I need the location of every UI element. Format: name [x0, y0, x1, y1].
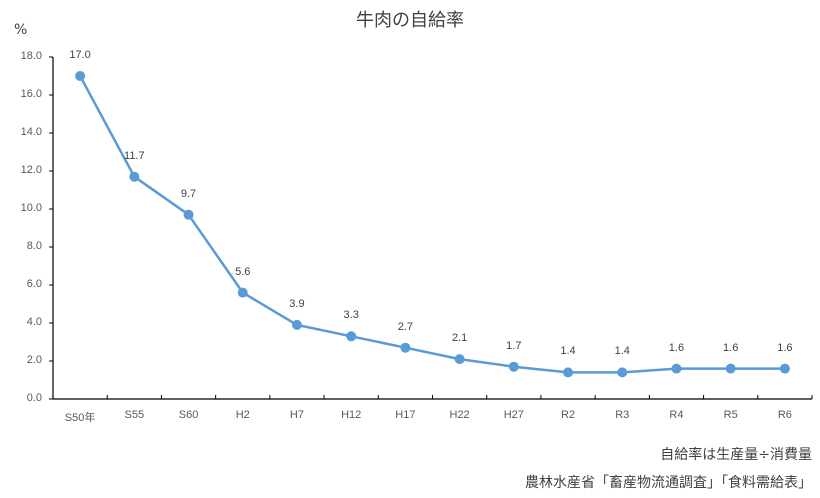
- data-label: 17.0: [69, 49, 91, 61]
- data-point-marker: [508, 361, 519, 372]
- series-line: [79, 75, 785, 374]
- y-tick-label: 8.0: [26, 240, 42, 252]
- y-tick-label: 4.0: [26, 316, 42, 328]
- y-tick-label: 12.0: [20, 164, 42, 176]
- x-tick-label: R3: [615, 409, 630, 421]
- y-tick-label: 16.0: [20, 88, 42, 100]
- y-axis-unit: %: [14, 22, 28, 38]
- data-point-marker: [725, 363, 736, 374]
- data-point-marker: [779, 363, 790, 374]
- data-point-marker: [454, 354, 465, 365]
- data-label: 11.7: [124, 149, 145, 162]
- x-tick-label: H17: [395, 409, 416, 421]
- x-tick-label: R2: [561, 409, 576, 421]
- data-point-marker: [671, 363, 682, 374]
- data-point-marker: [75, 71, 86, 81]
- x-tick-label: S60: [178, 409, 199, 421]
- data-point-marker: [183, 209, 194, 220]
- x-tick-label: H27: [503, 409, 524, 421]
- data-point-marker: [346, 331, 357, 342]
- formula-note: 自給率は生産量÷消費量: [660, 447, 812, 463]
- data-label: 3.9: [289, 297, 305, 310]
- data-label: 1.4: [614, 345, 630, 358]
- x-tick-label: R4: [669, 409, 684, 421]
- data-label: 1.7: [506, 339, 522, 352]
- y-tick-label: 14.0: [20, 126, 42, 138]
- data-label: 1.4: [560, 345, 576, 358]
- data-point-marker: [563, 367, 574, 378]
- x-tick-label: R6: [777, 409, 792, 421]
- y-tick-label: 10.0: [20, 202, 42, 214]
- data-point-marker: [129, 171, 140, 182]
- x-tick-label: S50年: [64, 412, 96, 424]
- x-tick-label: H7: [289, 409, 304, 421]
- x-tick-label: H2: [235, 409, 250, 421]
- x-tick-label: H12: [341, 409, 362, 421]
- data-label: 2.1: [451, 332, 468, 345]
- data-label: 1.6: [668, 341, 685, 354]
- data-series-line: [79, 75, 785, 374]
- x-tick-label: H22: [449, 409, 470, 421]
- data-label: 5.6: [235, 265, 251, 278]
- data-point-marker: [291, 319, 302, 330]
- data-point-marker: [237, 287, 248, 298]
- chart-title: 牛肉の自給率: [356, 10, 464, 31]
- y-tick-label: 0.0: [26, 392, 42, 404]
- data-point-marker: [400, 342, 411, 353]
- data-label: 2.7: [397, 320, 414, 333]
- data-point-marker: [617, 367, 628, 378]
- data-label: 3.3: [343, 309, 359, 322]
- y-tick-label: 6.0: [26, 278, 42, 290]
- y-tick-label: 2.0: [26, 354, 42, 366]
- data-points: [75, 71, 790, 378]
- data-label: 1.6: [723, 341, 739, 354]
- x-tick-label: S55: [124, 409, 145, 421]
- y-tick-label: 18.0: [20, 50, 42, 62]
- x-tick-label: R5: [723, 409, 738, 421]
- data-label: 9.7: [180, 187, 197, 200]
- source-note: 農林水産省「畜産物流通調査」「食料需給表」: [525, 475, 812, 491]
- axes: [49, 56, 813, 400]
- data-label: 1.6: [777, 341, 793, 354]
